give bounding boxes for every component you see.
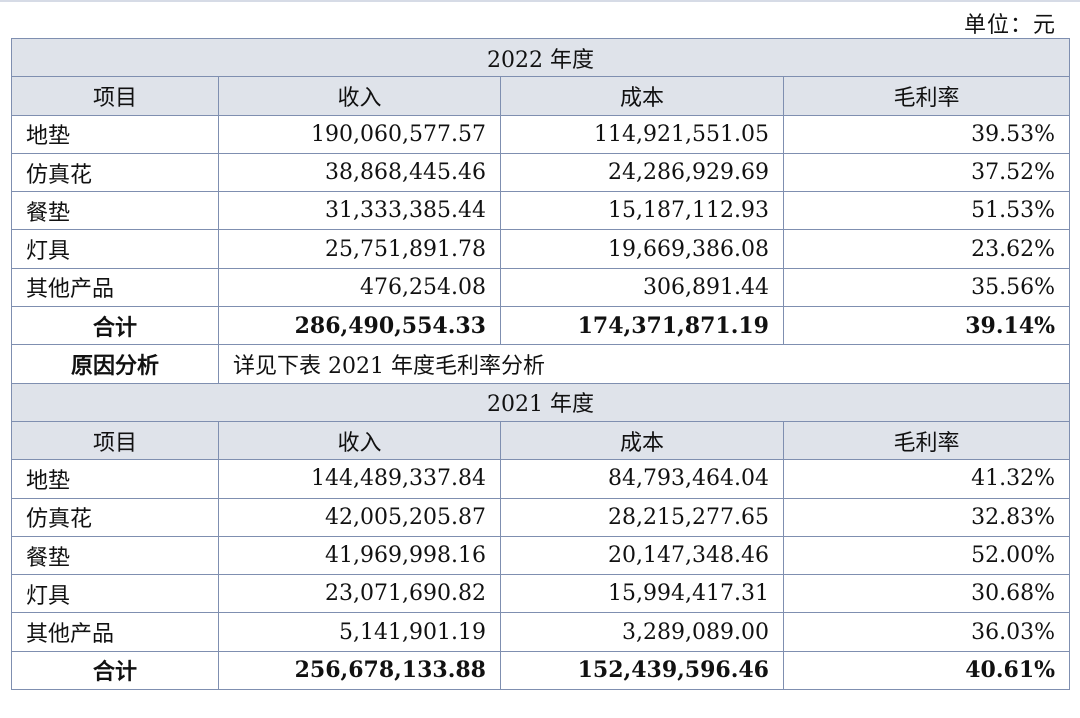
item-cell: 灯具 (11, 574, 219, 614)
revenue-cell: 25,751,891.78 (218, 229, 501, 269)
total-row: 合计 286,490,554.33 174,371,871.19 39.14% (11, 306, 1071, 346)
header-row: 项目 收入 成本 毛利率 (11, 420, 1071, 461)
item-cell: 地垫 (11, 114, 219, 154)
cost-cell: 15,994,417.31 (500, 574, 784, 614)
total-revenue: 286,490,554.33 (218, 306, 501, 346)
header-cost: 成本 (500, 420, 784, 461)
margin-cell: 37.52% (782, 152, 1071, 193)
cost-cell: 20,147,348.46 (500, 535, 784, 576)
table-row: 餐垫 41,969,998.16 20,147,348.46 52.00% (11, 535, 1071, 576)
total-label: 合计 (11, 650, 219, 691)
margin-cell: 30.68% (782, 574, 1071, 614)
table-row: 仿真花 38,868,445.46 24,286,929.69 37.52% (11, 152, 1071, 193)
cost-cell: 24,286,929.69 (500, 152, 784, 193)
revenue-cell: 5,141,901.19 (218, 612, 501, 652)
header-revenue: 收入 (218, 420, 501, 461)
item-cell: 仿真花 (11, 497, 219, 537)
year-band-2022: 2022 年度 (10, 37, 1071, 78)
item-cell: 灯具 (11, 229, 219, 269)
header-row: 项目 收入 成本 毛利率 (11, 76, 1071, 116)
revenue-cell: 38,868,445.46 (218, 152, 501, 193)
revenue-cell: 31,333,385.44 (218, 191, 501, 231)
revenue-cell: 23,071,690.82 (218, 574, 501, 614)
cost-cell: 3,289,089.00 (500, 612, 784, 652)
total-cost: 152,439,596.46 (500, 650, 784, 691)
revenue-cell: 476,254.08 (218, 267, 501, 308)
header-margin: 毛利率 (782, 76, 1071, 116)
reason-label: 原因分析 (11, 344, 219, 384)
margin-cell: 41.32% (782, 459, 1071, 499)
total-margin: 39.14% (782, 306, 1071, 346)
table-row: 灯具 23,071,690.82 15,994,417.31 30.68% (11, 574, 1071, 614)
cost-cell: 114,921,551.05 (500, 114, 784, 154)
header-margin: 毛利率 (782, 420, 1071, 461)
table-row: 仿真花 42,005,205.87 28,215,277.65 32.83% (11, 497, 1071, 537)
table-row: 其他产品 476,254.08 306,891.44 35.56% (11, 267, 1071, 308)
year-band-2021: 2021 年度 (10, 382, 1071, 422)
margin-cell: 52.00% (782, 535, 1071, 576)
cost-cell: 15,187,112.93 (500, 191, 784, 231)
table-row: 地垫 144,489,337.84 84,793,464.04 41.32% (11, 459, 1071, 499)
margin-cell: 35.56% (782, 267, 1071, 308)
cost-cell: 84,793,464.04 (500, 459, 784, 499)
cost-cell: 19,669,386.08 (500, 229, 784, 269)
item-cell: 餐垫 (11, 191, 219, 231)
header-item: 项目 (11, 76, 219, 116)
header-revenue: 收入 (218, 76, 501, 116)
unit-label: 单位：元 (963, 13, 1056, 38)
table-row: 餐垫 31,333,385.44 15,187,112.93 51.53% (11, 191, 1071, 231)
top-border-line (0, 0, 1080, 2)
table-row: 其他产品 5,141,901.19 3,289,089.00 36.03% (11, 612, 1071, 652)
total-revenue: 256,678,133.88 (218, 650, 501, 691)
margin-cell: 36.03% (782, 612, 1071, 652)
total-row: 合计 256,678,133.88 152,439,596.46 40.61% (11, 650, 1071, 691)
revenue-cell: 42,005,205.87 (218, 497, 501, 537)
header-item: 项目 (11, 420, 219, 461)
year-title: 2022 年度 (10, 37, 1071, 78)
margin-cell: 23.62% (782, 229, 1071, 269)
cost-cell: 306,891.44 (500, 267, 784, 308)
year-title: 2021 年度 (10, 382, 1071, 422)
item-cell: 其他产品 (11, 612, 219, 652)
item-cell: 其他产品 (11, 267, 219, 308)
item-cell: 仿真花 (11, 152, 219, 193)
item-cell: 地垫 (11, 459, 219, 499)
gross-margin-table: 2022 年度 项目 收入 成本 毛利率 地垫 190,060,577.57 1… (10, 37, 1071, 691)
revenue-cell: 41,969,998.16 (218, 535, 501, 576)
revenue-cell: 144,489,337.84 (218, 459, 501, 499)
cost-cell: 28,215,277.65 (500, 497, 784, 537)
reason-row: 原因分析 详见下表 2021 年度毛利率分析 (11, 344, 1071, 384)
table-row: 灯具 25,751,891.78 19,669,386.08 23.62% (11, 229, 1071, 269)
reason-text: 详见下表 2021 年度毛利率分析 (217, 344, 1071, 384)
item-cell: 餐垫 (11, 535, 219, 576)
margin-cell: 39.53% (782, 114, 1071, 154)
margin-cell: 51.53% (782, 191, 1071, 231)
total-label: 合计 (11, 306, 219, 346)
header-cost: 成本 (500, 76, 784, 116)
total-margin: 40.61% (782, 650, 1071, 691)
revenue-cell: 190,060,577.57 (218, 114, 501, 154)
total-cost: 174,371,871.19 (500, 306, 784, 346)
margin-cell: 32.83% (782, 497, 1071, 537)
table-row: 地垫 190,060,577.57 114,921,551.05 39.53% (11, 114, 1071, 154)
